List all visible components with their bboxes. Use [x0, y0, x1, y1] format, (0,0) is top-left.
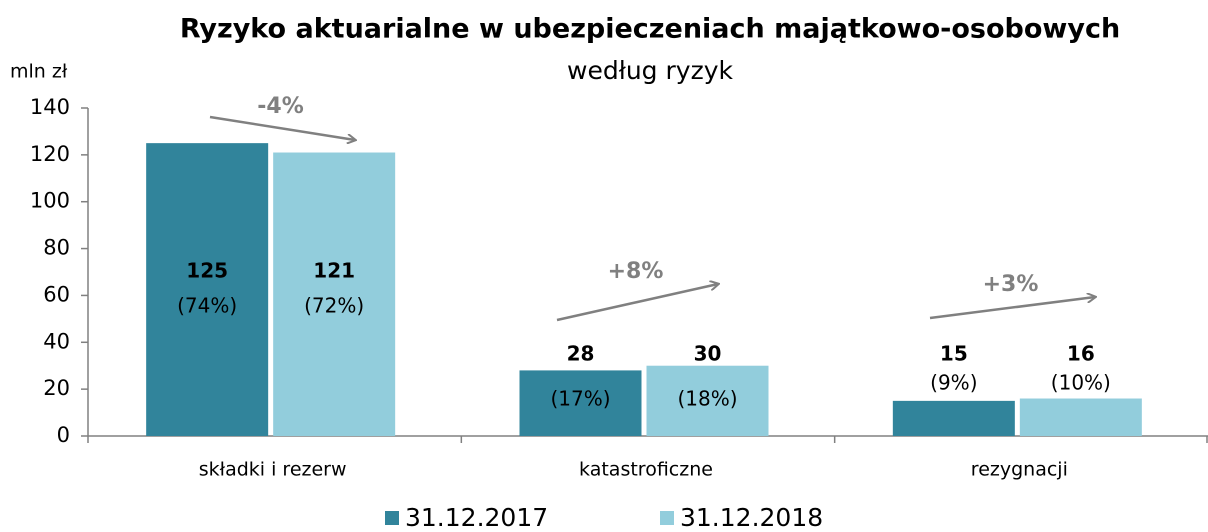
bar: [892, 400, 1015, 436]
y-tick-label: 20: [43, 376, 70, 400]
bar: [273, 152, 396, 436]
value-label: 125: [186, 259, 228, 283]
y-tick-label: 60: [43, 282, 70, 306]
change-label: +8%: [608, 259, 664, 284]
legend-swatch: [385, 511, 399, 525]
share-label: (72%): [304, 294, 364, 318]
change-label: -4%: [257, 94, 303, 119]
legend-label: 31.12.2018: [680, 503, 823, 532]
share-label: (10%): [1051, 371, 1111, 395]
change-label: +3%: [983, 272, 1039, 297]
bar: [1019, 398, 1142, 436]
share-label: (18%): [677, 387, 737, 411]
x-tick-label: rezygnacji: [971, 459, 1068, 481]
value-label: 121: [313, 259, 355, 283]
bar: [519, 370, 642, 436]
value-label: 28: [567, 342, 595, 366]
value-label: 16: [1067, 342, 1095, 366]
change-arrow: [929, 297, 1095, 320]
bar: [646, 365, 769, 436]
y-tick-label: 140: [30, 95, 70, 119]
y-tick-label: 40: [43, 329, 70, 353]
legend-swatch: [660, 511, 674, 525]
chart-subtitle: według ryzyk: [567, 56, 733, 85]
bar: [146, 143, 269, 436]
share-label: (17%): [550, 387, 610, 411]
x-tick-label: składki i rezerw: [199, 459, 347, 481]
legend-label: 31.12.2017: [405, 503, 548, 532]
value-label: 30: [694, 342, 722, 366]
x-tick-label: katastroficzne: [579, 459, 713, 481]
y-tick-label: 120: [30, 142, 70, 166]
share-label: (74%): [177, 294, 237, 318]
y-tick-label: 80: [43, 236, 70, 260]
change-arrow: [209, 115, 355, 140]
y-tick-label: 100: [30, 189, 70, 213]
chart-title: Ryzyko aktuarialne w ubezpieczeniach maj…: [180, 14, 1120, 45]
y-tick-label: 0: [57, 423, 70, 447]
change-arrow: [556, 284, 718, 322]
share-label: (9%): [930, 371, 977, 395]
y-axis-label: mln zł: [10, 61, 68, 83]
value-label: 15: [940, 342, 968, 366]
